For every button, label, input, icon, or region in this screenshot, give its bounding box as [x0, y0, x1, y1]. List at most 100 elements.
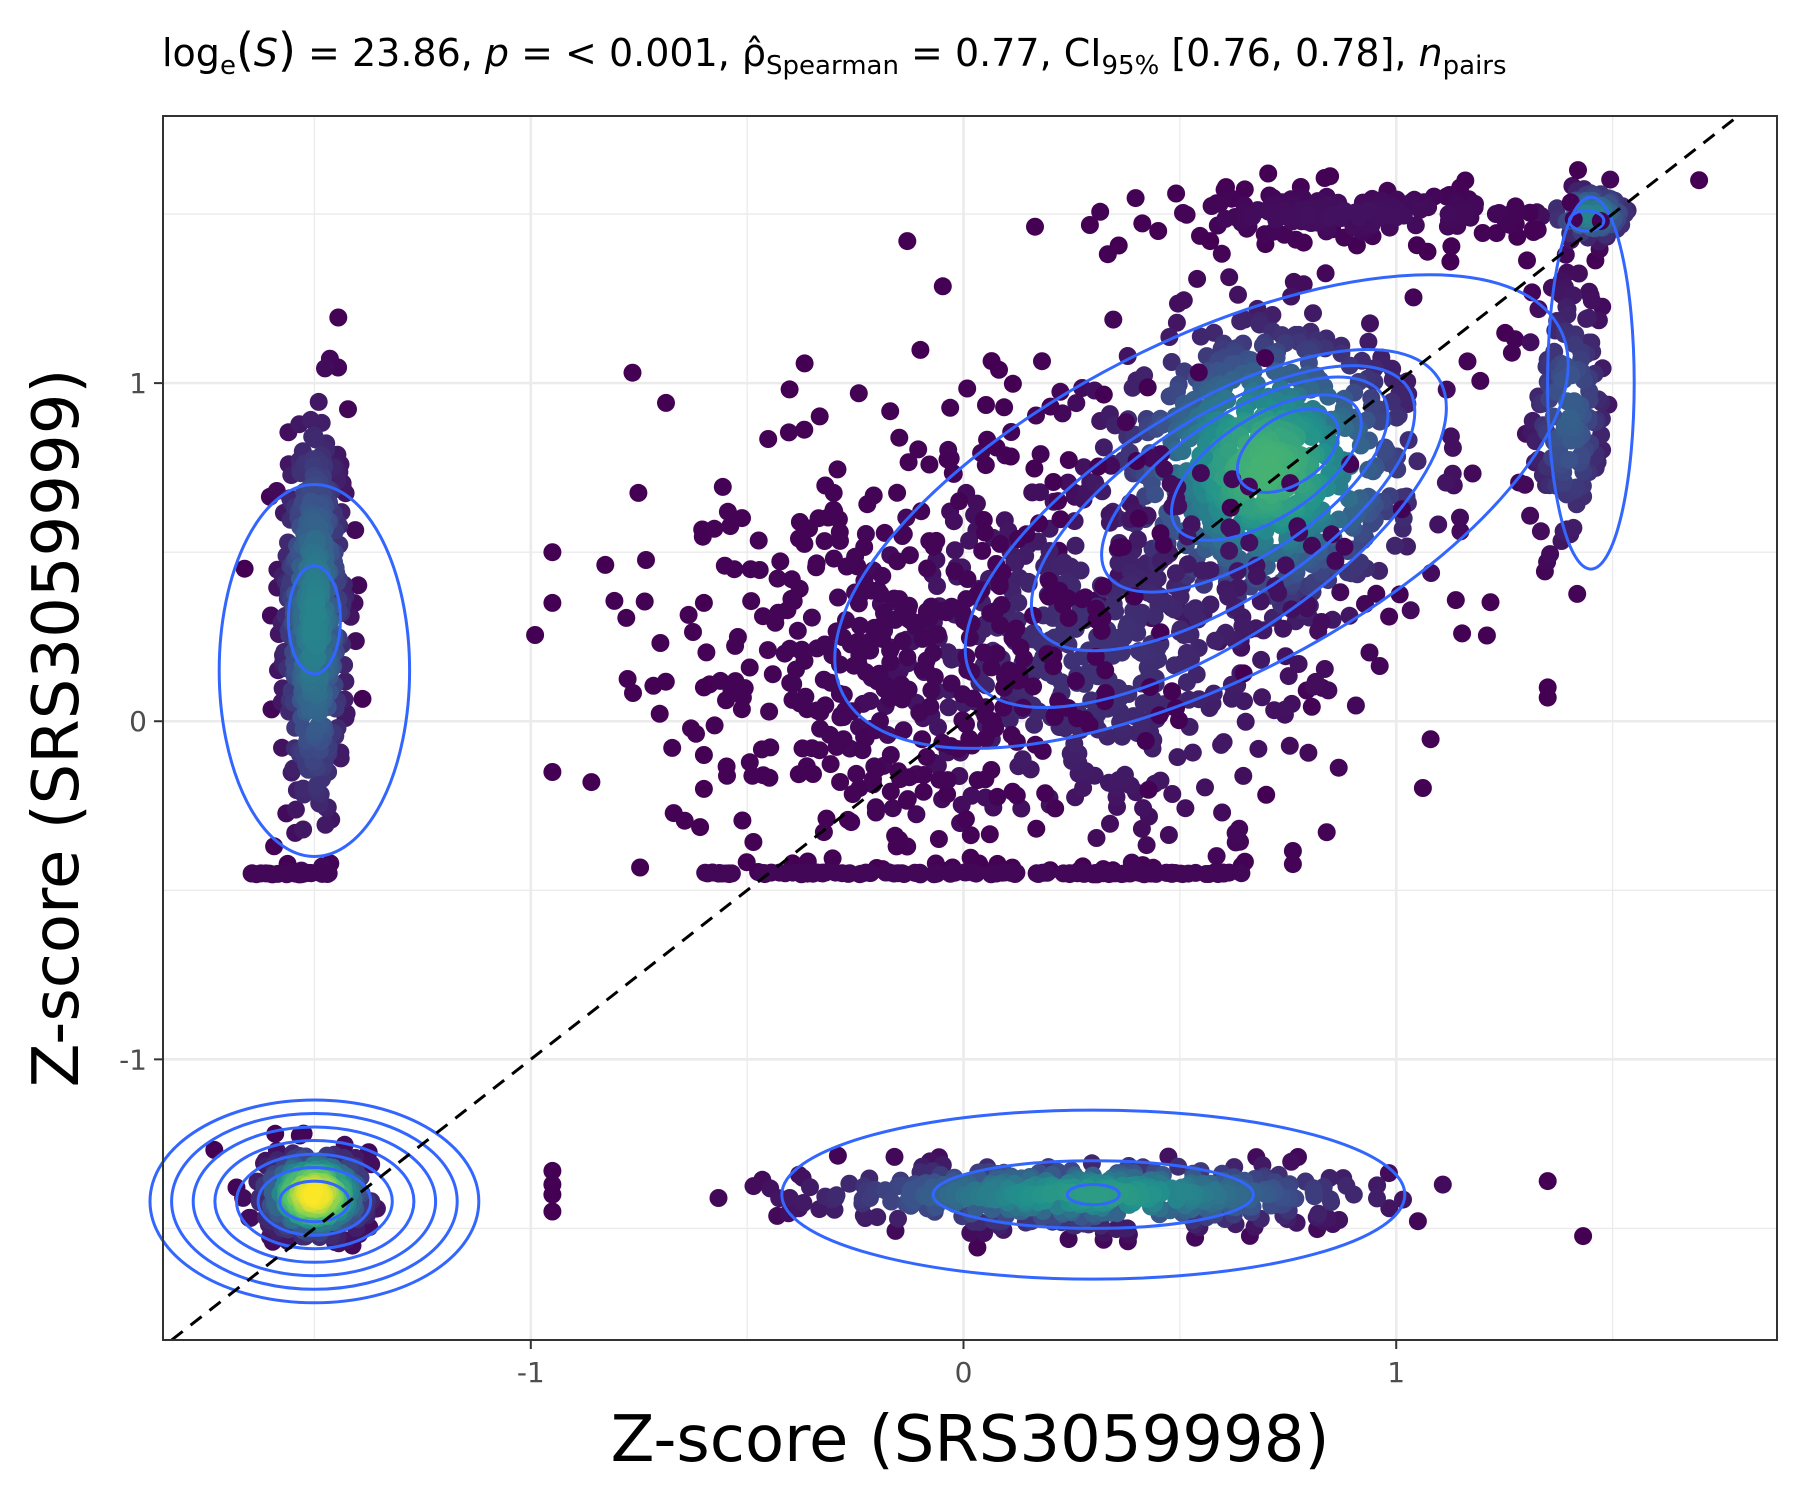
data-point: [928, 577, 946, 595]
data-point: [691, 818, 710, 837]
data-point: [1359, 332, 1378, 351]
data-point: [1289, 655, 1308, 673]
data-point: [733, 811, 752, 830]
data-point: [694, 678, 713, 697]
data-point: [1138, 378, 1157, 397]
data-point: [1045, 706, 1064, 725]
data-point: [1166, 864, 1184, 882]
data-point: [810, 741, 829, 760]
data-point: [1538, 1172, 1557, 1191]
reference-line-group: [170, 114, 1739, 1342]
data-point: [1574, 1227, 1593, 1246]
data-point: [294, 779, 313, 798]
data-point: [1404, 288, 1423, 307]
data-point: [1207, 847, 1226, 866]
data-point: [294, 820, 313, 839]
data-point: [888, 552, 907, 571]
data-point: [760, 768, 779, 787]
data-point: [795, 534, 814, 553]
data-point: [927, 864, 946, 883]
data-point: [988, 787, 1007, 806]
data-point: [1031, 483, 1049, 502]
data-point: [1302, 536, 1321, 555]
data-point: [898, 790, 917, 809]
data-point: [1179, 864, 1198, 883]
data-point: [1006, 554, 1025, 572]
data-point: [1247, 567, 1266, 585]
data-point: [749, 531, 768, 550]
data-point: [766, 613, 785, 632]
data-point: [1174, 1183, 1193, 1202]
data-point: [763, 665, 782, 684]
data-point: [1115, 765, 1134, 784]
data-point: [1068, 864, 1087, 883]
data-point: [1169, 294, 1187, 313]
density-contour: [1065, 1183, 1121, 1207]
data-point: [1463, 464, 1482, 483]
data-point: [1014, 698, 1032, 717]
data-point: [944, 512, 963, 531]
data-point: [1516, 475, 1534, 494]
data-point: [1003, 782, 1022, 801]
data-point: [828, 1146, 847, 1165]
data-point: [1344, 1185, 1363, 1204]
data-point: [1146, 485, 1164, 504]
data-point: [759, 430, 778, 448]
data-point: [942, 674, 961, 693]
data-point: [694, 779, 713, 798]
data-point: [543, 763, 562, 781]
data-point: [930, 770, 949, 789]
data-point: [882, 1192, 901, 1211]
data-point: [713, 477, 732, 496]
data-point: [1442, 237, 1461, 256]
data-point: [817, 809, 836, 828]
data-point: [1252, 650, 1271, 669]
data-point: [801, 1178, 819, 1197]
data-point: [958, 570, 977, 588]
data-point: [1360, 643, 1379, 662]
data-point: [1529, 300, 1548, 319]
data-point: [1123, 378, 1142, 397]
data-point: [1054, 595, 1072, 614]
data-point: [1361, 314, 1379, 333]
data-point: [1168, 748, 1187, 767]
data-point: [1214, 733, 1233, 752]
data-point: [1201, 232, 1220, 251]
data-point: [1407, 236, 1426, 255]
data-point: [917, 748, 936, 766]
data-point: [675, 811, 694, 830]
data-point: [1502, 343, 1521, 362]
data-point: [1304, 677, 1323, 696]
data-point: [780, 1189, 799, 1207]
data-point: [1577, 309, 1596, 328]
data-point: [1093, 482, 1112, 501]
density-contour: [1235, 407, 1341, 494]
data-point: [871, 584, 890, 603]
data-point: [961, 826, 980, 845]
data-point: [684, 623, 702, 641]
data-point: [1541, 545, 1560, 564]
data-point: [780, 380, 799, 399]
data-point: [1210, 194, 1229, 213]
data-point: [1421, 730, 1440, 749]
data-point: [1087, 1185, 1106, 1204]
data-point: [329, 308, 348, 327]
data-point: [1315, 660, 1334, 678]
data-point: [717, 757, 736, 776]
data-point: [1433, 1175, 1452, 1194]
density-contour: [217, 483, 412, 858]
data-point: [1126, 189, 1145, 208]
data-point: [831, 531, 849, 550]
data-point: [339, 400, 357, 419]
data-point: [1568, 584, 1587, 603]
data-point: [1197, 865, 1216, 883]
data-point: [1368, 1176, 1387, 1195]
data-point: [967, 864, 986, 883]
data-point: [827, 1186, 846, 1205]
data-point: [1439, 205, 1458, 224]
data-point: [1422, 564, 1441, 582]
data-point: [1309, 622, 1328, 641]
data-point: [1071, 561, 1090, 580]
data-point: [842, 813, 861, 832]
data-point: [1317, 823, 1336, 842]
